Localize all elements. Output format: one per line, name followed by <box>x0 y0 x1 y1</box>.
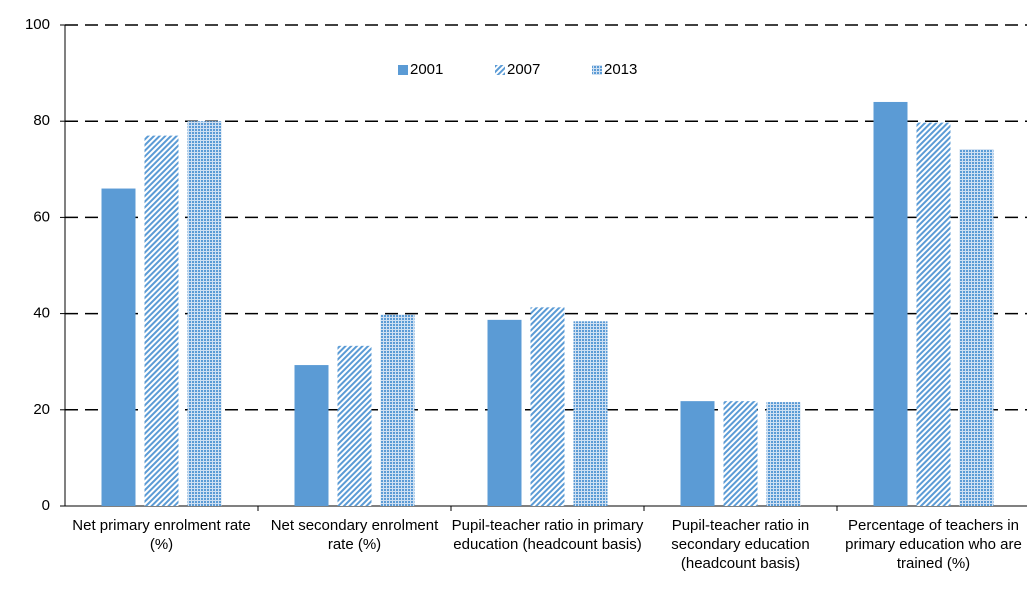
y-tick-label: 100 <box>25 16 50 33</box>
legend-swatch <box>592 65 602 75</box>
legend-label: 2001 <box>410 61 443 78</box>
bar <box>680 401 715 506</box>
bar <box>766 402 801 506</box>
legend-swatch <box>495 65 505 75</box>
bar <box>337 345 372 506</box>
y-tick-label: 0 <box>42 497 50 514</box>
legend-swatch <box>398 65 408 75</box>
bar <box>487 319 522 506</box>
x-tick-label: Percentage of teachers in primary educat… <box>845 517 1022 572</box>
bar <box>101 188 136 507</box>
bar <box>294 365 329 506</box>
x-tick-label: Net secondary enrolment rate (%) <box>270 517 439 553</box>
bar <box>380 314 415 506</box>
bar <box>959 149 994 506</box>
bar <box>573 321 608 506</box>
bar <box>144 135 179 506</box>
bar <box>916 122 951 506</box>
x-tick-label: Net primary enrolment rate (%) <box>72 517 251 553</box>
bar <box>873 101 908 507</box>
bar <box>187 121 222 506</box>
x-tick-label: Pupil-teacher ratio in secondary educati… <box>671 517 810 572</box>
y-tick-label: 20 <box>33 401 50 418</box>
legend-label: 2013 <box>604 61 637 78</box>
y-tick-label: 40 <box>33 305 50 322</box>
legend-label: 2007 <box>507 61 540 78</box>
y-tick-label: 60 <box>33 208 50 225</box>
bar <box>723 401 758 506</box>
x-tick-label: Pupil-teacher ratio in primary education… <box>451 517 644 553</box>
y-tick-label: 80 <box>33 112 50 129</box>
bar <box>530 307 565 506</box>
